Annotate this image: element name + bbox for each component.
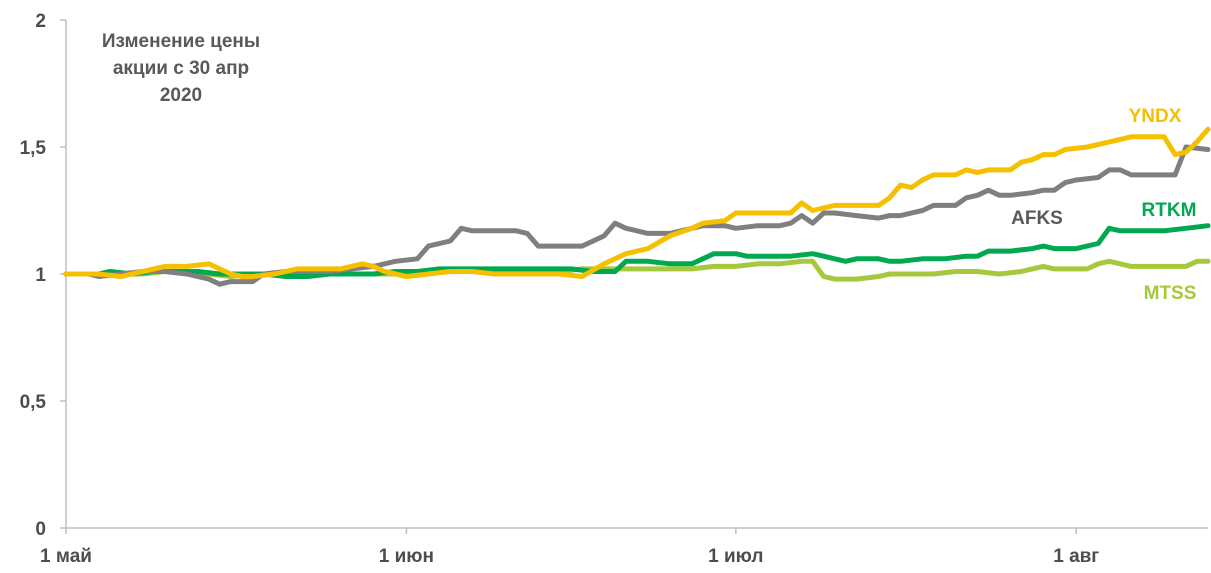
y-tick-label: 2 bbox=[35, 11, 46, 32]
title-line: акции с 30 апр bbox=[113, 58, 249, 79]
series-line-yndx bbox=[63, 126, 1211, 279]
series-layer bbox=[63, 126, 1211, 287]
title-line: Изменение цены bbox=[102, 31, 260, 52]
y-tick-label: 0,5 bbox=[20, 392, 47, 413]
x-tick-label: 1 май bbox=[40, 546, 92, 567]
series-label-mtss: MTSS bbox=[1144, 283, 1197, 304]
chart-axes: 0 0,5 1 1,5 2 1 май 1 июн 1 июл 1 авг bbox=[20, 11, 1208, 567]
y-tick-label: 1 bbox=[35, 265, 46, 286]
x-tick-label: 1 июн bbox=[379, 546, 434, 567]
y-tick-label: 0 bbox=[35, 519, 46, 540]
chart-title: Изменение цены акции с 30 апр 2020 bbox=[102, 31, 260, 106]
series-labels: MTSS RTKM AFKS YNDX bbox=[1011, 106, 1196, 304]
series-line-rtkm bbox=[63, 223, 1211, 279]
y-tick-label: 1,5 bbox=[20, 138, 47, 159]
x-tick-label: 1 июл bbox=[708, 546, 763, 567]
series-label-yndx: YNDX bbox=[1129, 106, 1182, 127]
x-tick-label: 1 авг bbox=[1053, 546, 1099, 567]
series-label-rtkm: RTKM bbox=[1142, 200, 1197, 221]
title-line: 2020 bbox=[160, 85, 202, 106]
series-label-afks: AFKS bbox=[1011, 208, 1063, 229]
